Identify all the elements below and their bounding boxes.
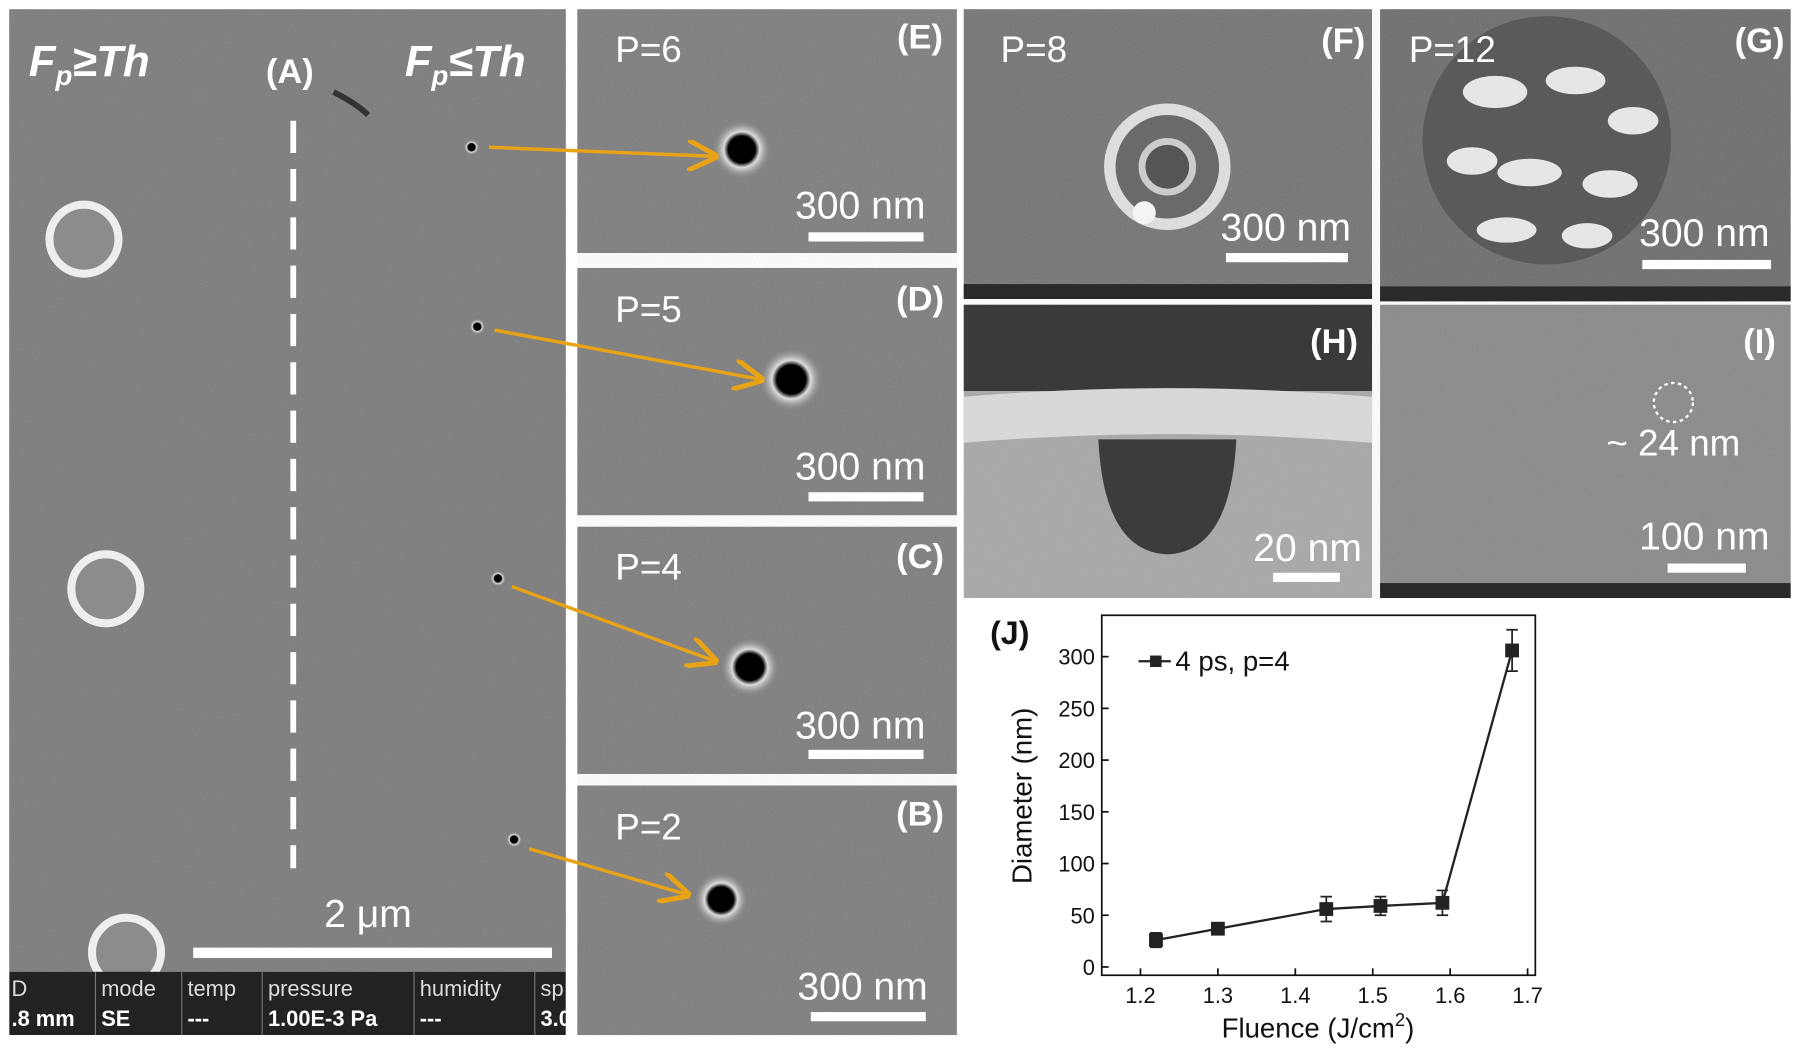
info-value: .8 mm xyxy=(12,1006,75,1031)
info-header: temp xyxy=(187,976,236,1001)
scale-text: 20 nm xyxy=(1253,527,1362,570)
x-tick-label: 1.3 xyxy=(1203,983,1233,1008)
heading: Fp≥Th xyxy=(29,37,150,91)
scale-text: 300 nm xyxy=(795,704,925,747)
info-value: --- xyxy=(187,1006,209,1031)
chart-j: (J) Diameter (nm) Fluence (J/cm2) 0 50 100… xyxy=(990,614,1543,1044)
arrows xyxy=(488,147,762,895)
pulse-label: P=8 xyxy=(1001,29,1067,70)
x-label-main: Fluence (J/cm xyxy=(1222,1012,1395,1043)
info-bar: D .8 mm mode SE temp --- pressure 1.00E-3 Pa hum… xyxy=(9,971,571,1036)
pulse-label: P=4 xyxy=(615,547,681,588)
info-value: SE xyxy=(101,1006,130,1031)
data-point xyxy=(1505,643,1520,658)
scale-text: 2 μm xyxy=(324,893,412,936)
panel-label: (I) xyxy=(1743,323,1776,361)
inset-holes xyxy=(693,16,1695,927)
y-tick-label: 300 xyxy=(1058,645,1094,670)
x-tick-label: 1.2 xyxy=(1125,983,1155,1008)
data-point xyxy=(1435,895,1450,910)
scale-bars xyxy=(193,232,1772,1022)
x-tick-label: 1.4 xyxy=(1280,983,1310,1008)
scale-text: 300 nm xyxy=(795,185,925,228)
y-tick-label: 50 xyxy=(1071,903,1095,928)
panel-a-features xyxy=(45,89,523,991)
info-value: 3.0 xyxy=(541,1006,571,1031)
panel-label: (J) xyxy=(990,615,1029,651)
panel-label: (A) xyxy=(266,53,314,91)
heading-sub: p xyxy=(431,60,449,91)
x-label-end: ) xyxy=(1405,1012,1414,1043)
scale-text: 300 nm xyxy=(1221,206,1351,249)
x-tick-label: 1.6 xyxy=(1435,983,1465,1008)
panel-label: (F) xyxy=(1321,22,1365,60)
info-header: humidity xyxy=(420,976,501,1001)
legend-label: 4 ps, p=4 xyxy=(1175,645,1289,676)
panel-label: (H) xyxy=(1310,323,1358,361)
info-header: mode xyxy=(101,976,156,1001)
info-header: sp xyxy=(541,976,564,1001)
panel-label: (B) xyxy=(896,796,944,834)
y-axis-label: Diameter (nm) xyxy=(1007,708,1038,884)
info-value: --- xyxy=(420,1006,442,1031)
heading-rest: ≥Th xyxy=(72,37,149,86)
x-label-sup: 2 xyxy=(1395,1009,1405,1030)
y-tick-label: 150 xyxy=(1058,800,1094,825)
info-header: D xyxy=(12,976,28,1001)
panel-label: (E) xyxy=(897,18,943,56)
x-axis-label: Fluence (J/cm2) xyxy=(1222,1009,1415,1044)
scale-text: 100 nm xyxy=(1639,516,1769,559)
legend-marker xyxy=(1150,655,1162,668)
y-tick-label: 250 xyxy=(1058,696,1094,721)
scale-text: 300 nm xyxy=(1639,212,1769,255)
heading-rest: ≤Th xyxy=(448,37,525,86)
pulse-label: P=5 xyxy=(615,289,681,330)
pulse-label: P=6 xyxy=(615,29,681,70)
y-tick-label: 100 xyxy=(1058,852,1094,877)
y-tick-label: 200 xyxy=(1058,748,1094,773)
info-header: pressure xyxy=(268,976,353,1001)
heading-main: F xyxy=(405,37,433,86)
panel-label: (C) xyxy=(896,538,944,576)
heading: Fp≤Th xyxy=(405,37,526,91)
data-point xyxy=(1210,921,1225,936)
pulse-label: P=12 xyxy=(1409,29,1496,70)
scale-text: 300 nm xyxy=(797,965,927,1008)
data-point xyxy=(1373,899,1388,913)
x-tick-label: 1.7 xyxy=(1512,983,1542,1008)
data-point xyxy=(1149,933,1163,947)
y-tick-label: 0 xyxy=(1083,955,1095,980)
series-line xyxy=(1155,650,1514,942)
heading-sub: p xyxy=(54,60,72,91)
info-value: 1.00E-3 Pa xyxy=(268,1006,378,1031)
scale-text: 300 nm xyxy=(795,446,925,489)
x-tick-label: 1.5 xyxy=(1358,983,1388,1008)
panel-label: (G) xyxy=(1735,22,1785,60)
panel-label: (D) xyxy=(896,281,944,319)
size-annotation: ~ 24 nm xyxy=(1606,422,1740,463)
data-point xyxy=(1319,902,1334,916)
pulse-label: P=2 xyxy=(615,807,681,848)
heading-main: F xyxy=(29,37,57,86)
